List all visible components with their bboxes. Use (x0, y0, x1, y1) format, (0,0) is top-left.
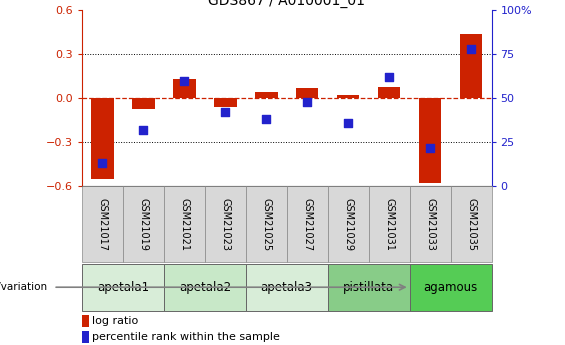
Text: GSM21033: GSM21033 (425, 198, 435, 251)
Point (303, 99, 312, 105)
Text: log ratio: log ratio (92, 316, 138, 326)
Bar (132, 98, 155, 109)
Point (180, 78, 189, 83)
Bar (328, 186, 369, 262)
Point (98, 161, 107, 166)
Bar (164, 186, 205, 262)
Bar (287, 186, 328, 262)
Bar (214, 98, 237, 107)
Bar (460, 34, 483, 98)
Bar (82, 331, 89, 343)
Bar (378, 87, 401, 98)
Text: percentile rank within the sample: percentile rank within the sample (92, 333, 280, 342)
Bar (337, 95, 359, 98)
Text: apetala3: apetala3 (260, 281, 313, 294)
Bar (82, 186, 123, 262)
Point (385, 75, 394, 80)
Text: GSM21017: GSM21017 (97, 198, 107, 251)
Bar (410, 264, 492, 310)
Point (262, 117, 271, 122)
Text: GSM21035: GSM21035 (466, 198, 476, 251)
Bar (205, 186, 246, 262)
Point (467, 46, 476, 52)
Bar (369, 186, 410, 262)
Text: GSM21031: GSM21031 (384, 198, 394, 251)
Title: GDS867 / A010001_01: GDS867 / A010001_01 (208, 0, 365, 8)
Bar (91, 98, 114, 179)
Bar (82, 264, 164, 310)
Text: apetala1: apetala1 (97, 281, 149, 294)
Text: GSM21023: GSM21023 (220, 198, 231, 251)
Text: GSM21027: GSM21027 (302, 198, 312, 251)
Point (139, 127, 148, 133)
Point (344, 120, 353, 126)
Bar (451, 186, 492, 262)
Bar (164, 264, 246, 310)
Text: GSM21019: GSM21019 (138, 198, 149, 251)
Text: pistillata: pistillata (343, 281, 394, 294)
Bar (419, 98, 441, 183)
Bar (173, 79, 195, 98)
Bar (246, 264, 328, 310)
Point (425, 145, 434, 150)
Bar (296, 88, 319, 98)
Bar (255, 92, 277, 98)
Bar (410, 186, 451, 262)
Text: genotype/variation: genotype/variation (0, 282, 47, 292)
Point (221, 110, 230, 115)
Bar (82, 315, 89, 327)
Text: agamous: agamous (423, 281, 478, 294)
Text: GSM21021: GSM21021 (179, 198, 189, 251)
Text: GSM21029: GSM21029 (343, 198, 353, 251)
Text: GSM21025: GSM21025 (261, 198, 271, 251)
Bar (246, 186, 287, 262)
Text: apetala2: apetala2 (179, 281, 231, 294)
Bar (328, 264, 410, 310)
Bar (123, 186, 164, 262)
